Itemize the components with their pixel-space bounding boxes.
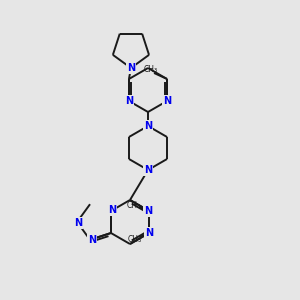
Text: N: N [108, 205, 116, 215]
Text: N: N [74, 218, 82, 228]
Text: N: N [145, 228, 153, 238]
Text: N: N [144, 121, 152, 131]
Text: N: N [163, 96, 171, 106]
Text: N: N [144, 165, 152, 175]
Text: N: N [127, 63, 135, 73]
Text: CH₃: CH₃ [128, 235, 142, 244]
Text: N: N [125, 96, 133, 106]
Text: N: N [88, 235, 96, 245]
Text: N: N [144, 206, 152, 216]
Text: CH₃: CH₃ [127, 200, 141, 209]
Text: CH₃: CH₃ [144, 65, 158, 74]
